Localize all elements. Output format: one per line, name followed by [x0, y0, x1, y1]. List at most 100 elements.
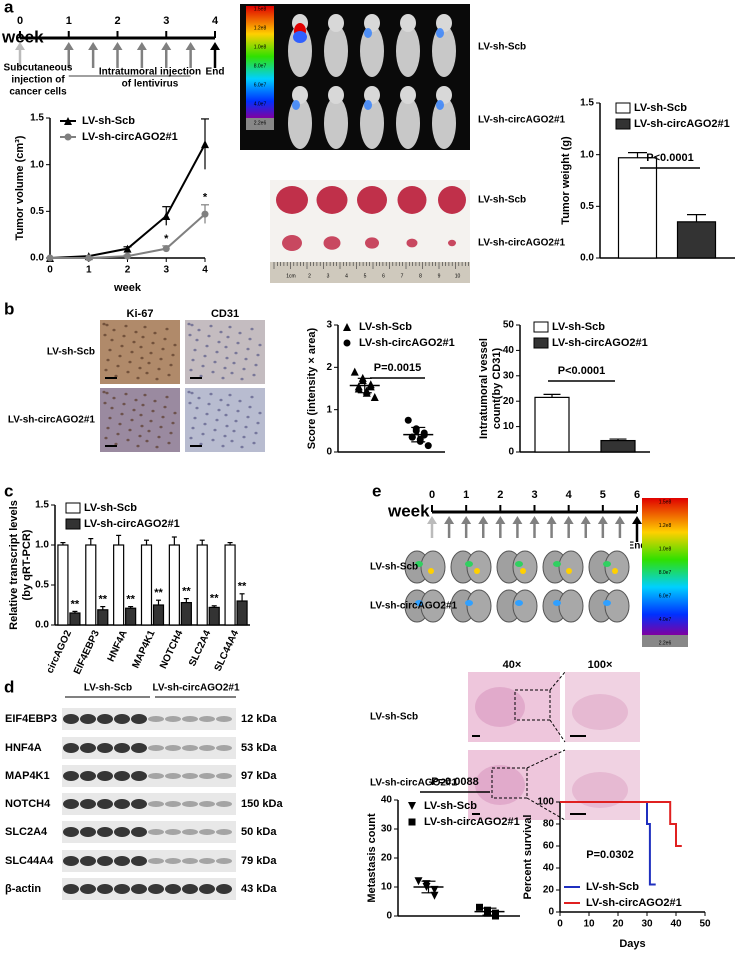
- nucleus: [103, 401, 107, 405]
- colorbar-label: 1.2e8: [659, 523, 672, 529]
- tissue: [572, 694, 628, 730]
- x-tick-label: SLC2A4: [187, 628, 213, 668]
- blot-band: [182, 884, 198, 894]
- group-label: LV-sh-circAGO2#1: [478, 115, 566, 126]
- blot-band: [148, 829, 164, 835]
- blot-band: [216, 773, 232, 779]
- nucleus: [226, 403, 230, 407]
- colorbar: [246, 6, 274, 118]
- mouse-body: [360, 25, 384, 77]
- x-tick-label: 2: [125, 265, 131, 276]
- protein-size: 50 kDa: [241, 826, 277, 838]
- nucleus: [167, 373, 171, 377]
- lung: [466, 550, 492, 584]
- arrow-head: [444, 516, 455, 524]
- magnification: 40×: [503, 659, 522, 671]
- ruler-label: 2: [308, 273, 311, 279]
- nucleus: [171, 353, 175, 357]
- nucleus: [118, 422, 122, 426]
- bar: [97, 609, 109, 626]
- signal: [566, 568, 572, 574]
- timeline-tick-label: 0: [429, 489, 435, 501]
- colorbar-label: 6.0e7: [254, 82, 267, 88]
- nucleus: [203, 422, 207, 426]
- arrow-head: [478, 516, 489, 524]
- nucleus: [105, 323, 109, 327]
- group-label: LV-sh-circAGO2#1: [370, 778, 458, 789]
- bar: [180, 601, 192, 626]
- blot-band: [216, 716, 232, 722]
- marker: [350, 367, 359, 376]
- y-tick-label: 0.5: [580, 201, 594, 212]
- tumor: [323, 236, 341, 250]
- mouse-body: [396, 97, 420, 149]
- lung: [512, 550, 538, 584]
- blot-band: [216, 858, 232, 864]
- blot-band: [131, 771, 147, 781]
- nucleus: [165, 395, 169, 399]
- mouse-head: [436, 86, 452, 104]
- lung: [512, 589, 538, 623]
- signal: [364, 28, 372, 38]
- y-tick-label: 0.0: [580, 253, 594, 264]
- start-label: Subcutaneous: [4, 63, 73, 74]
- y-tick-label: 40: [543, 863, 555, 874]
- y-tick-label: 2: [326, 362, 332, 373]
- tumor: [448, 239, 456, 247]
- y-axis-label: Metastasis count: [366, 813, 378, 903]
- colorbar-label: 2.2e6: [254, 120, 267, 126]
- nucleus: [169, 431, 173, 435]
- legend-label: LV-sh-Scb: [82, 115, 135, 127]
- nucleus: [188, 333, 192, 337]
- nucleus: [209, 324, 213, 328]
- colorbar-label: 8.0e7: [659, 570, 672, 576]
- signal: [474, 568, 480, 574]
- group-label: LV-sh-circAGO2#1: [152, 683, 240, 694]
- end-label: End: [206, 67, 225, 78]
- signal: [465, 561, 473, 567]
- bar: [617, 157, 658, 259]
- legend-label: LV-sh-Scb: [424, 800, 477, 812]
- nucleus: [139, 345, 143, 349]
- nucleus: [230, 371, 234, 375]
- nucleus: [236, 341, 240, 345]
- blot-band: [199, 829, 215, 835]
- marker: [201, 140, 209, 149]
- ruler-label: 4: [345, 273, 348, 279]
- nucleus: [110, 338, 114, 342]
- nucleus: [252, 441, 256, 445]
- y-tick-label: 0: [548, 907, 554, 918]
- nucleus: [124, 392, 128, 396]
- zoom-line: [549, 671, 566, 691]
- y-axis-label: Score (intensity × area): [306, 327, 318, 449]
- nucleus: [207, 402, 211, 406]
- y-tick-label: 0.0: [35, 620, 49, 631]
- nucleus: [213, 428, 217, 432]
- panel-letter: b: [4, 299, 14, 318]
- nucleus: [193, 348, 197, 352]
- marker: [64, 117, 72, 125]
- start-label: cancer cells: [9, 87, 67, 98]
- signal: [436, 28, 444, 38]
- y-axis-label: count(by CD31): [491, 348, 503, 430]
- x-tick-label: 3: [163, 265, 169, 276]
- blot-band: [199, 773, 215, 779]
- nucleus: [205, 344, 209, 348]
- protein-size: 53 kDa: [241, 742, 277, 754]
- nucleus: [217, 408, 221, 412]
- marker: [201, 210, 209, 218]
- colorbar-base: [246, 118, 274, 130]
- nucleus: [151, 341, 155, 345]
- mouse-body: [396, 25, 420, 77]
- arrow-head: [112, 42, 123, 50]
- y-axis-label: Tumor volume (cm³): [14, 135, 26, 240]
- ruler-label: 5: [364, 273, 367, 279]
- nucleus: [157, 435, 161, 439]
- tumor: [276, 186, 308, 214]
- timeline-tick-label: 5: [600, 489, 606, 501]
- nucleus: [128, 360, 132, 364]
- nucleus: [114, 374, 118, 378]
- arrow-head: [512, 516, 523, 524]
